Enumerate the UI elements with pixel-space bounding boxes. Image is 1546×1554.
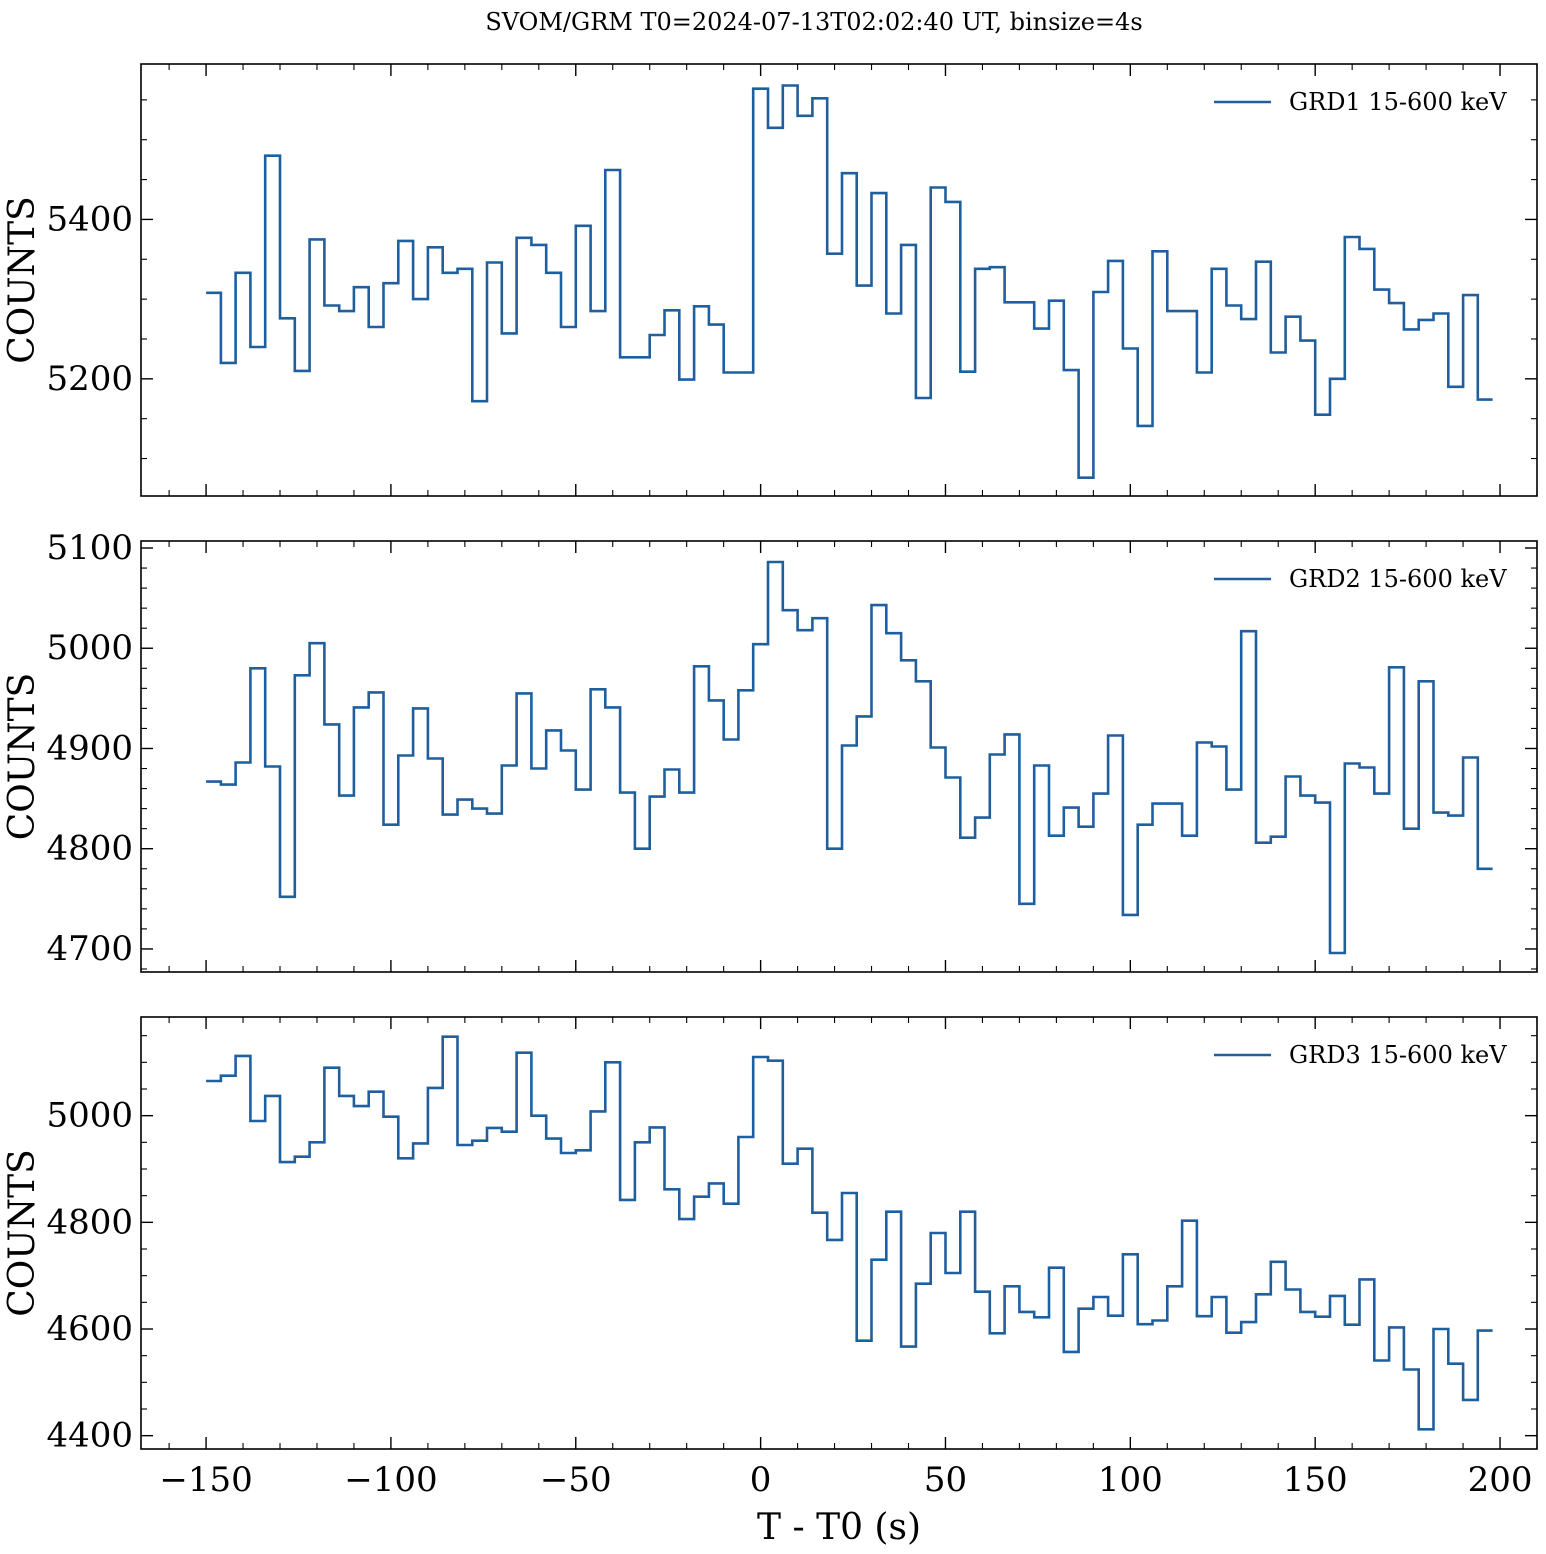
grd3-xtick-label: −50 <box>540 1460 612 1500</box>
panel-grd1: 5200 5400 COUNTS GRD1 15-600 keV <box>2 63 1538 497</box>
panel-grd3-ylabel: COUNTS <box>2 1149 43 1317</box>
figure-title: SVOM/GRM T0=2024-07-13T02:02:40 UT, bins… <box>485 8 1142 36</box>
panel-grd2: 4700 4800 4900 5000 5100 COUNTS GRD2 15-600 … <box>2 528 1538 973</box>
grd3-xtick-label: 150 <box>1283 1460 1348 1500</box>
panel-grd2-legend: GRD2 15-600 keV <box>1214 565 1507 593</box>
panel-grd3-ticks <box>141 1017 1538 1449</box>
panel-grd2-ticks <box>141 541 1538 972</box>
panel-grd2-ylabel: COUNTS <box>2 673 43 841</box>
grd2-ytick-label: 5000 <box>46 628 133 668</box>
grd3-xtick-label: −150 <box>159 1460 252 1500</box>
grd1-series-line <box>206 84 1493 479</box>
grd2-ytick-label: 4800 <box>46 829 133 869</box>
panel-grd2-frame <box>140 540 1538 973</box>
panel-grd2-legend-label: GRD2 15-600 keV <box>1289 565 1507 593</box>
panel-grd1-ytick-labels: 5200 5400 <box>46 199 133 398</box>
panel-grd1-ticks <box>141 64 1538 496</box>
grd3-ytick-label: 4400 <box>46 1416 133 1456</box>
panel-grd2-ytick-labels: 4700 4800 4900 5000 5100 <box>46 528 133 969</box>
grd1-ytick-label: 5400 <box>46 199 133 239</box>
panel-grd3-frame <box>140 1016 1538 1450</box>
grd2-series-line <box>206 560 1493 955</box>
panel-grd1-legend: GRD1 15-600 keV <box>1214 88 1507 116</box>
panel-grd3-xlabel: T - T0 (s) <box>757 1507 921 1548</box>
grd3-series-line <box>206 1035 1493 1431</box>
grd3-xtick-label: −100 <box>344 1460 437 1500</box>
grd3-xtick-label: 200 <box>1468 1460 1533 1500</box>
grd3-xtick-label: 50 <box>924 1460 967 1500</box>
panel-grd3-ytick-labels: 4400 4600 4800 5000 <box>46 1096 133 1456</box>
grd3-ytick-label: 4800 <box>46 1202 133 1242</box>
grd2-ytick-label: 4900 <box>46 728 133 768</box>
grd3-xtick-label: 100 <box>1098 1460 1163 1500</box>
panel-grd3-legend-label: GRD3 15-600 keV <box>1289 1041 1507 1069</box>
grd3-ytick-label: 5000 <box>46 1096 133 1136</box>
panel-grd3-xtick-labels: −150 −100 −50 0 50 100 150 200 <box>159 1460 1532 1500</box>
panel-grd1-frame <box>140 63 1538 497</box>
grd1-ytick-label: 5200 <box>46 359 133 399</box>
grd3-xtick-label: 0 <box>750 1460 772 1500</box>
panel-grd3: 4400 4600 4800 5000 −150 −100 −50 0 50 100 150 200… <box>2 1016 1538 1548</box>
grd3-ytick-label: 4600 <box>46 1309 133 1349</box>
panel-grd1-ylabel: COUNTS <box>2 196 43 364</box>
grd2-ytick-label: 5100 <box>46 528 133 568</box>
grd2-ytick-label: 4700 <box>46 929 133 969</box>
panel-grd1-legend-label: GRD1 15-600 keV <box>1289 88 1507 116</box>
panel-grd3-legend: GRD3 15-600 keV <box>1214 1041 1507 1069</box>
